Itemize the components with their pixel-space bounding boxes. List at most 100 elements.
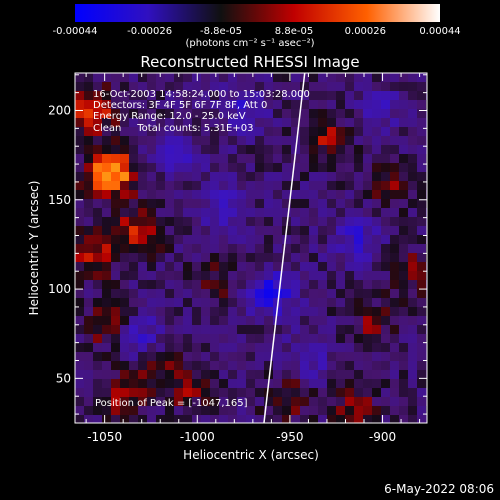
- heatmap-cell: [291, 109, 301, 119]
- heatmap-cell: [363, 127, 373, 137]
- heatmap-cell: [390, 316, 400, 326]
- heatmap-cell: [138, 100, 148, 110]
- heatmap-cell: [183, 316, 193, 326]
- heatmap-cell: [399, 325, 409, 335]
- heatmap-cell: [75, 163, 85, 173]
- heatmap-cell: [93, 352, 103, 362]
- heatmap-cell: [291, 163, 301, 173]
- heatmap-cell: [264, 244, 274, 254]
- heatmap-cell: [318, 109, 328, 119]
- heatmap-cell: [408, 253, 418, 263]
- heatmap-cell: [165, 415, 175, 423]
- heatmap-cell: [228, 82, 238, 92]
- heatmap-cell: [336, 397, 346, 407]
- heatmap-cell: [264, 208, 274, 218]
- heatmap-cell: [111, 244, 121, 254]
- heatmap-cell: [156, 127, 166, 137]
- heatmap-cell: [183, 217, 193, 227]
- heatmap-cell: [174, 118, 184, 128]
- heatmap-cell: [111, 91, 121, 101]
- x-tick-label: -1050: [87, 430, 122, 444]
- heatmap-cell: [93, 334, 103, 344]
- heatmap-cell: [192, 136, 202, 146]
- heatmap-cell: [255, 172, 265, 182]
- heatmap-cell: [156, 226, 166, 236]
- heatmap-cell: [408, 352, 418, 362]
- heatmap-cell: [255, 289, 265, 299]
- heatmap-cell: [336, 109, 346, 119]
- heatmap-cell: [183, 343, 193, 353]
- heatmap-cell: [237, 406, 247, 416]
- heatmap-cell: [156, 406, 166, 416]
- heatmap-cell: [345, 352, 355, 362]
- heatmap-cell: [84, 226, 94, 236]
- heatmap-cell: [219, 172, 229, 182]
- heatmap-cell: [336, 379, 346, 389]
- heatmap-cell: [237, 244, 247, 254]
- heatmap-cell: [417, 73, 427, 83]
- heatmap-cell: [120, 361, 130, 371]
- heatmap-cell: [327, 289, 337, 299]
- heatmap-cell: [129, 307, 139, 317]
- heatmap-cell: [147, 91, 157, 101]
- heatmap-cell: [417, 334, 427, 344]
- heatmap-cell: [84, 307, 94, 317]
- heatmap-cell: [309, 244, 319, 254]
- heatmap-cell: [354, 217, 364, 227]
- heatmap-cell: [129, 280, 139, 290]
- heatmap-cell: [210, 127, 220, 137]
- heatmap-cell: [417, 199, 427, 209]
- heatmap-cell: [138, 271, 148, 281]
- heatmap-cell: [345, 370, 355, 380]
- heatmap-cell: [219, 145, 229, 155]
- heatmap-cell: [345, 379, 355, 389]
- heatmap-cell: [372, 298, 382, 308]
- heatmap-cell: [291, 379, 301, 389]
- heatmap-cell: [327, 388, 337, 398]
- heatmap-cell: [273, 415, 283, 423]
- heatmap-cell: [255, 109, 265, 119]
- heatmap-cell: [309, 325, 319, 335]
- heatmap-cell: [363, 379, 373, 389]
- heatmap-cell: [102, 226, 112, 236]
- heatmap-cell: [219, 280, 229, 290]
- heatmap-cell: [219, 244, 229, 254]
- heatmap-cell: [354, 73, 364, 83]
- heatmap-cell: [156, 82, 166, 92]
- heatmap-cell: [93, 91, 103, 101]
- heatmap-cell: [210, 82, 220, 92]
- heatmap-cell: [354, 397, 364, 407]
- heatmap-cell: [336, 280, 346, 290]
- heatmap-cell: [237, 190, 247, 200]
- heatmap-cell: [399, 82, 409, 92]
- heatmap-cell: [93, 307, 103, 317]
- heatmap-cell: [165, 226, 175, 236]
- heatmap-cell: [138, 298, 148, 308]
- heatmap-cell: [84, 343, 94, 353]
- heatmap-cell: [336, 100, 346, 110]
- heatmap-cell: [363, 226, 373, 236]
- heatmap-cell: [192, 145, 202, 155]
- heatmap-cell: [219, 91, 229, 101]
- heatmap-cell: [201, 244, 211, 254]
- heatmap-cell: [156, 172, 166, 182]
- heatmap-cell: [300, 289, 310, 299]
- heatmap-cell: [354, 406, 364, 416]
- heatmap-cell: [363, 172, 373, 182]
- heatmap-cell: [417, 226, 427, 236]
- heatmap-cell: [219, 325, 229, 335]
- heatmap-cell: [363, 262, 373, 272]
- heatmap-cell: [255, 100, 265, 110]
- heatmap-cell: [390, 244, 400, 254]
- heatmap-cell: [264, 226, 274, 236]
- heatmap-cell: [354, 253, 364, 263]
- heatmap-cell: [381, 190, 391, 200]
- heatmap-cell: [282, 307, 292, 317]
- heatmap-cell: [129, 172, 139, 182]
- heatmap-cell: [147, 343, 157, 353]
- plot-frame: [74, 72, 428, 424]
- heatmap-cell: [246, 325, 256, 335]
- heatmap-cell: [183, 262, 193, 272]
- heatmap-cell: [237, 154, 247, 164]
- heatmap-cell: [399, 370, 409, 380]
